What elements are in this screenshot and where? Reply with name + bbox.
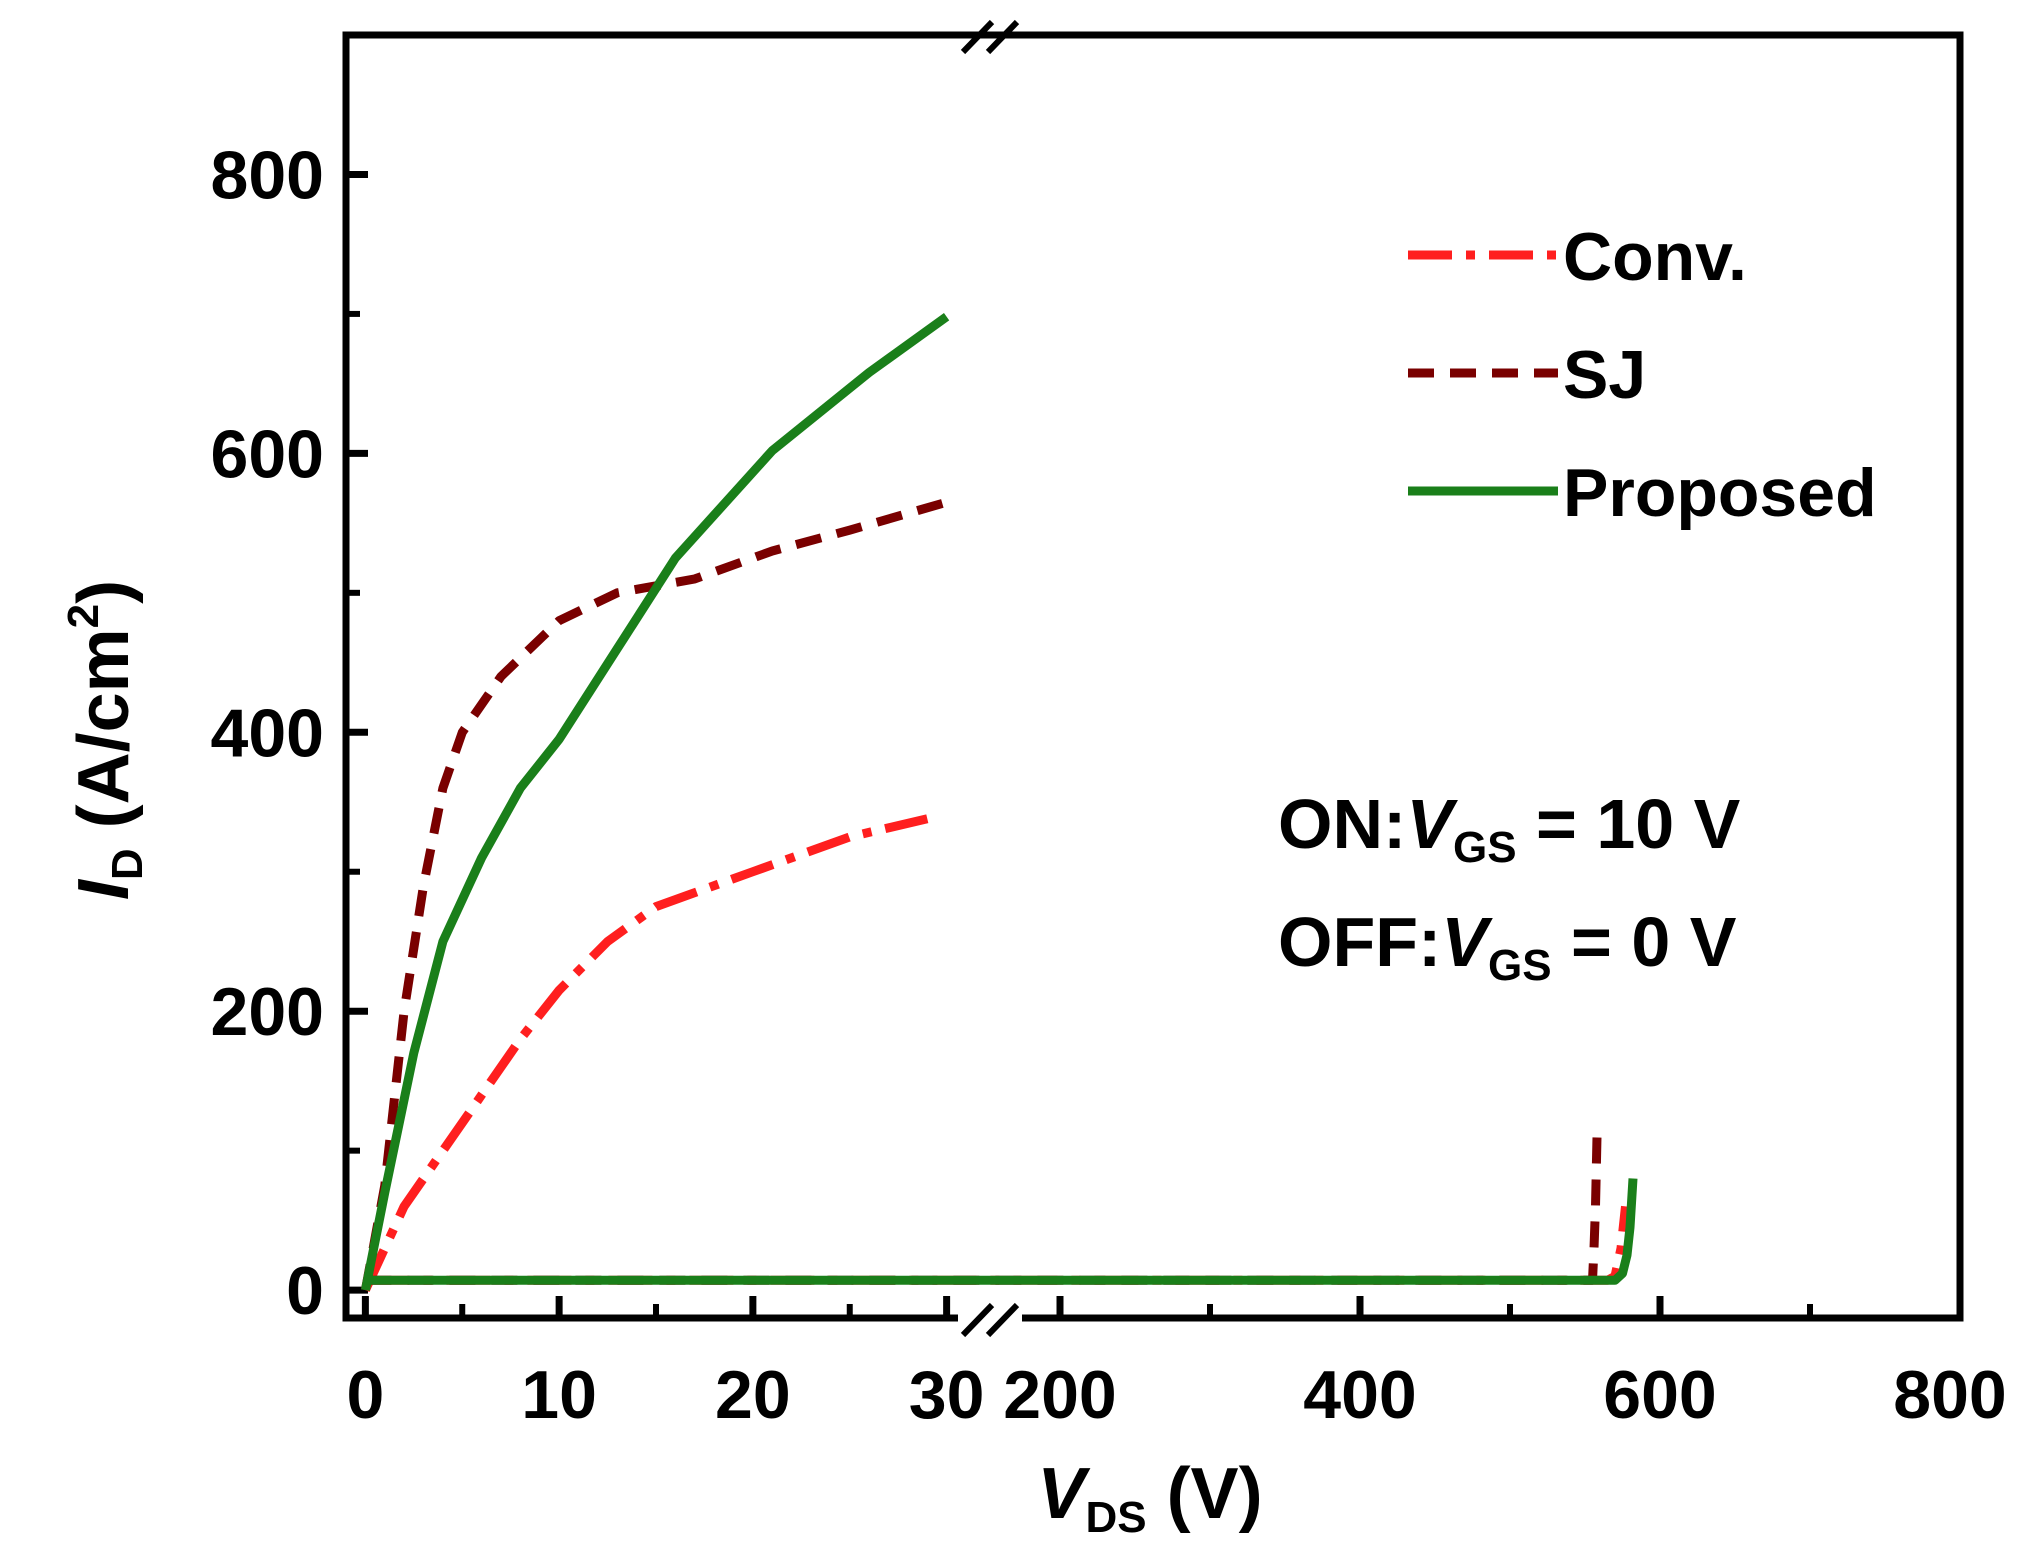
- x-tick-label: 20: [715, 1357, 791, 1433]
- annotation-on-condition: ON:VGS = 10 V: [1278, 785, 1741, 872]
- x-tick-label: 10: [521, 1357, 597, 1433]
- x-axis-title: VDS (V): [1037, 1454, 1262, 1542]
- series-proposed-on-state: [360, 313, 950, 1291]
- y-axis-title: ID (A/cm2): [59, 580, 152, 900]
- legend-label-sj: SJ: [1563, 337, 1646, 413]
- series-sj-off-state: [365, 1136, 1602, 1285]
- x-tick-label: 200: [1003, 1357, 1116, 1433]
- legend: Conv. SJ Proposed: [1408, 219, 1877, 531]
- y-tick-label: 600: [211, 416, 324, 492]
- series-conv-off-state: [365, 1205, 1630, 1285]
- series-sj-on-state: [360, 497, 948, 1291]
- x-tick-label: 30: [909, 1357, 985, 1433]
- series-layer: [360, 313, 1638, 1292]
- plot-frame: [342, 31, 1964, 1322]
- x-tick-label: 800: [1893, 1357, 2006, 1433]
- series-proposed-off-state: [365, 1178, 1638, 1285]
- legend-label-conv: Conv.: [1563, 219, 1747, 295]
- legend-label-proposed: Proposed: [1563, 455, 1877, 531]
- x-axis-ticks: 0 10 20 30 200 400 600 800: [346, 1296, 2007, 1433]
- axis-break-top: [960, 19, 1020, 55]
- y-tick-label: 0: [286, 1253, 324, 1329]
- y-tick-label: 200: [211, 974, 324, 1050]
- y-tick-label: 400: [211, 695, 324, 771]
- y-axis-ticks: 0 200 400 600 800: [211, 137, 368, 1329]
- annotation-off-condition: OFF:VGS = 0 V: [1278, 903, 1737, 990]
- x-tick-label: 0: [346, 1357, 384, 1433]
- y-tick-label: 800: [211, 137, 324, 213]
- x-tick-label: 400: [1303, 1357, 1416, 1433]
- x-tick-label: 600: [1603, 1357, 1716, 1433]
- axis-break-bottom: [958, 1302, 1022, 1338]
- series-conv-on-state: [361, 814, 929, 1292]
